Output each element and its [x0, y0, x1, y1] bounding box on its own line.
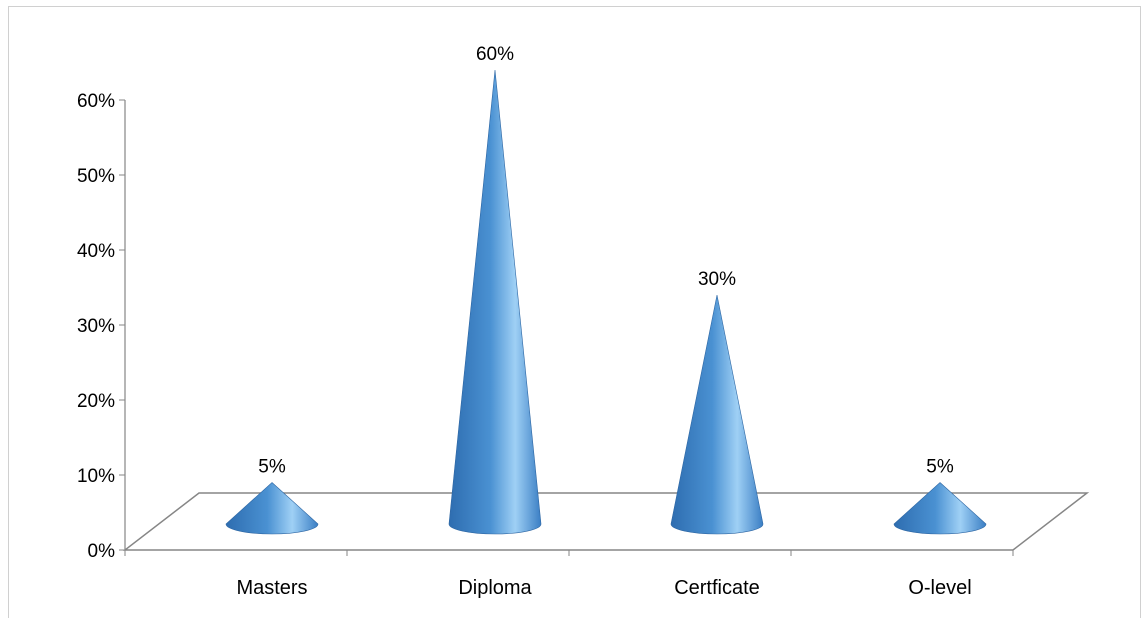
- cone-o-level: [893, 482, 987, 535]
- category-label: Masters: [236, 577, 307, 599]
- cone-mark: [225, 482, 319, 535]
- cone-diploma: [448, 69, 542, 535]
- y-tick-label: 10%: [77, 466, 115, 487]
- data-label: 30%: [698, 269, 736, 290]
- floor-plane: [122, 492, 1090, 551]
- y-tick-label: 20%: [77, 391, 115, 412]
- cone-certficate: [670, 294, 764, 535]
- cone-mark: [893, 482, 987, 535]
- category-label: Certficate: [674, 577, 760, 599]
- category-label: Diploma: [458, 577, 532, 599]
- label-layer: 5% Masters 60% Diploma 30% Certficate 5% O-leve…: [236, 44, 971, 599]
- value-axis: 0% 10% 20% 30% 40% 50% 60%: [77, 91, 1014, 562]
- cone-mark: [670, 294, 764, 535]
- cone-masters: [225, 482, 319, 535]
- data-label: 5%: [926, 457, 954, 478]
- y-tick-label: 50%: [77, 166, 115, 187]
- category-label: O-level: [908, 577, 971, 599]
- y-tick-label: 30%: [77, 316, 115, 337]
- cone-mark: [448, 69, 542, 535]
- y-tick-label: 60%: [77, 91, 115, 112]
- data-label: 60%: [476, 44, 514, 65]
- y-tick-label: 0%: [88, 541, 116, 562]
- cone-series: [225, 69, 987, 535]
- y-tick-label: 40%: [77, 241, 115, 262]
- chart-floor: [122, 492, 1090, 551]
- data-label: 5%: [258, 457, 286, 478]
